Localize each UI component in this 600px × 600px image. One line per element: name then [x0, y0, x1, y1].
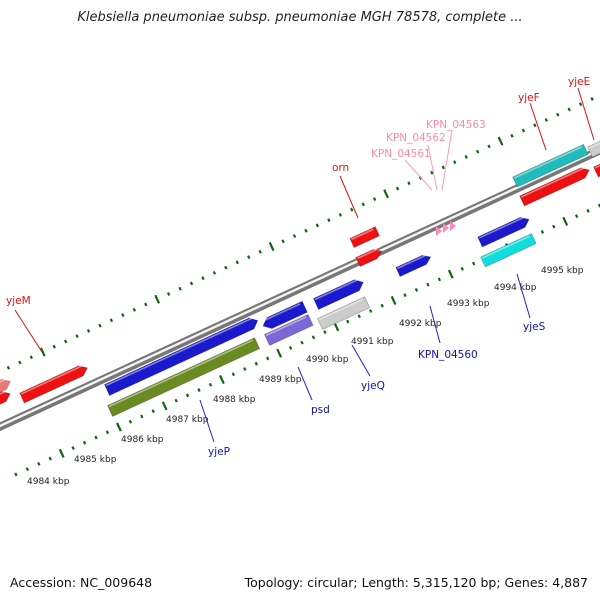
gene-pink-KPN4562[interactable]	[443, 223, 449, 233]
gene-blue-yjeS[interactable]	[477, 214, 532, 248]
gene-blue-KPN04560[interactable]	[395, 252, 433, 278]
gene-red-partial-a[interactable]	[0, 389, 12, 408]
map-title: Klebsiella pneumoniae subsp. pneumoniae …	[77, 10, 523, 25]
gene-blue-yjeP[interactable]	[103, 315, 260, 396]
gene-label-KPN_04561[interactable]: KPN_04561	[371, 148, 431, 160]
kbp-tick-label: 4988 kbp	[213, 395, 256, 405]
kbp-tick-label: 4986 kbp	[121, 435, 164, 445]
gene-label-yjeP[interactable]: yjeP	[208, 446, 230, 458]
leader-line-layer	[14, 87, 595, 443]
gene-olive-yjeP[interactable]	[106, 337, 261, 417]
gene-label-psd[interactable]: psd	[311, 404, 330, 416]
gene-red-yjeF[interactable]	[519, 165, 592, 207]
kbp-tick-label: 4991 kbp	[351, 337, 394, 347]
tick-layer	[6, 96, 600, 477]
kbp-tick-label: 4990 kbp	[306, 355, 349, 365]
gene-label-yjeM[interactable]: yjeM	[6, 295, 31, 307]
backbone-layer	[0, 145, 600, 432]
kbp-tick-label: 4994 kbp	[494, 283, 537, 293]
gene-label-KPN_04560[interactable]: KPN_04560	[418, 349, 478, 361]
gene-pink-KPN4561[interactable]	[436, 226, 442, 236]
topology-text: Topology: circular; Length: 5,315,120 bp…	[244, 575, 588, 590]
gene-gray-yjeQ[interactable]	[316, 296, 371, 330]
kbp-tick-label: 4992 kbp	[399, 319, 442, 329]
gene-red-orn-a[interactable]	[349, 226, 381, 249]
kbp-tick-label: 4989 kbp	[259, 375, 302, 385]
gene-label-KPN_04562[interactable]: KPN_04562	[386, 132, 446, 144]
gene-teal-yjeF[interactable]	[512, 143, 589, 188]
gene-label-yjeF[interactable]: yjeF	[518, 92, 540, 104]
kbp-tick-label: 4993 kbp	[447, 299, 490, 309]
kbp-tick-label: 4995 kbp	[541, 266, 584, 276]
gene-red-orn-b[interactable]	[355, 247, 384, 268]
gene-layer[interactable]	[0, 138, 600, 417]
gene-label-KPN_04563[interactable]: KPN_04563	[426, 119, 486, 131]
gene-red-partial-b[interactable]	[0, 376, 13, 395]
kbp-tick-label: 4987 kbp	[166, 415, 209, 425]
gene-label-yjeQ[interactable]: yjeQ	[361, 380, 385, 392]
gene-blue-psd[interactable]	[260, 300, 308, 331]
gene-cyan-yjeS[interactable]	[480, 233, 537, 268]
gene-label-orn[interactable]: orn	[332, 162, 349, 174]
gene-red-yjeM[interactable]	[19, 363, 90, 404]
gene-blue-yjeQ[interactable]	[312, 277, 365, 310]
gene-pink-KPN4563[interactable]	[450, 221, 456, 231]
accession-text: Accession: NC_009648	[10, 575, 153, 590]
gene-label-yjeS[interactable]: yjeS	[523, 321, 546, 333]
gene-lavender-psd[interactable]	[263, 313, 314, 346]
kbp-tick-label: 4985 kbp	[74, 455, 117, 465]
gene-red-yjeE[interactable]	[593, 161, 600, 178]
kbp-tick-label: 4984 kbp	[27, 477, 70, 487]
gene-label-yjeE[interactable]: yjeE	[568, 76, 590, 88]
